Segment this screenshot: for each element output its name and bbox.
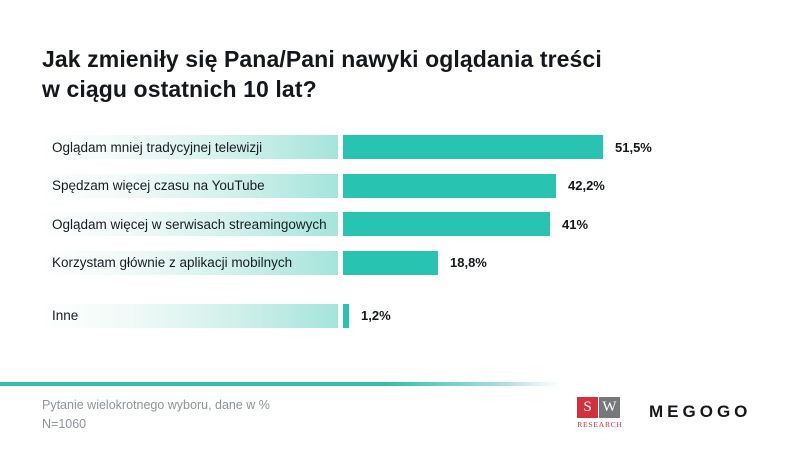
bar [343, 135, 603, 159]
footer-divider [0, 382, 800, 386]
bar-value: 41% [562, 216, 589, 232]
bar-row: Oglądam więcej w serwisach streamingowyc… [36, 212, 652, 236]
footnote-line1: Pytanie wielokrotnego wyboru, dane w % [42, 398, 270, 412]
bar-value: 18,8% [450, 255, 487, 270]
bar-label: Korzystam głównie z aplikacji mobilnych [52, 255, 293, 270]
chart-title: Jak zmieniły się Pana/Pani nawyki ogląda… [42, 44, 602, 104]
bar-rows: Oglądam mniej tradycyjnej telewizji 51,5%… [36, 135, 652, 342]
chart-title-line1: Jak zmieniły się Pana/Pani nawyki ogląda… [42, 46, 602, 72]
bar-row: Inne 1,2% [36, 303, 652, 328]
megogo-logo: MEGOGO [649, 402, 752, 421]
bar-label-track: Oglądam więcej w serwisach streamingowyc… [36, 212, 338, 236]
chart-title-line2: w ciągu ostatnich 10 lat? [42, 76, 317, 102]
bar-label-track: Spędzam więcej czasu na YouTube [36, 173, 338, 198]
bar [343, 250, 438, 275]
bar-label-track: Oglądam mniej tradycyjnej telewizji [36, 135, 338, 159]
bar-row: Korzystam głównie z aplikacji mobilnych 1… [36, 250, 652, 275]
sw-research-logo: S W RESEARCH [577, 397, 623, 429]
bar-label-track: Korzystam głównie z aplikacji mobilnych [36, 250, 338, 275]
bar-value: 51,5% [615, 139, 652, 155]
bar-label: Oglądam więcej w serwisach streamingowyc… [52, 216, 327, 232]
bar-label: Inne [52, 308, 79, 323]
footnote-line2: N=1060 [42, 416, 87, 431]
bar-label: Spędzam więcej czasu na YouTube [52, 178, 265, 193]
bar-row: Spędzam więcej czasu na YouTube 42,2% [36, 173, 652, 198]
sw-logo-letter-s: S [577, 397, 598, 418]
bar [343, 303, 349, 328]
sw-logo-caption: RESEARCH [577, 420, 623, 429]
sw-research-squares: S W [577, 397, 623, 418]
footnote: Pytanie wielokrotnego wyboru, dane w % N… [42, 396, 270, 433]
bar [343, 173, 556, 198]
bar [343, 212, 550, 236]
bar-row: Oglądam mniej tradycyjnej telewizji 51,5% [36, 135, 652, 159]
bar-label: Oglądam mniej tradycyjnej telewizji [52, 139, 263, 155]
bar-value: 42,2% [568, 178, 605, 193]
sw-logo-letter-w: W [599, 397, 620, 418]
bar-value: 1,2% [361, 308, 391, 323]
bar-label-track: Inne [36, 303, 338, 328]
